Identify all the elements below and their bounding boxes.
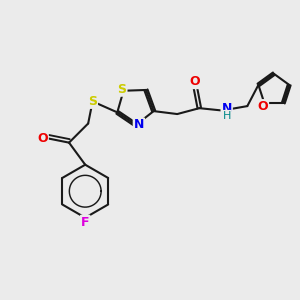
Text: H: H xyxy=(223,111,231,121)
Text: N: N xyxy=(134,118,144,131)
Text: S: S xyxy=(118,83,127,96)
Text: O: O xyxy=(257,100,268,113)
Text: N: N xyxy=(221,102,232,115)
Text: F: F xyxy=(81,216,89,229)
Text: S: S xyxy=(88,95,97,108)
Text: O: O xyxy=(190,75,200,88)
Text: O: O xyxy=(37,132,48,145)
